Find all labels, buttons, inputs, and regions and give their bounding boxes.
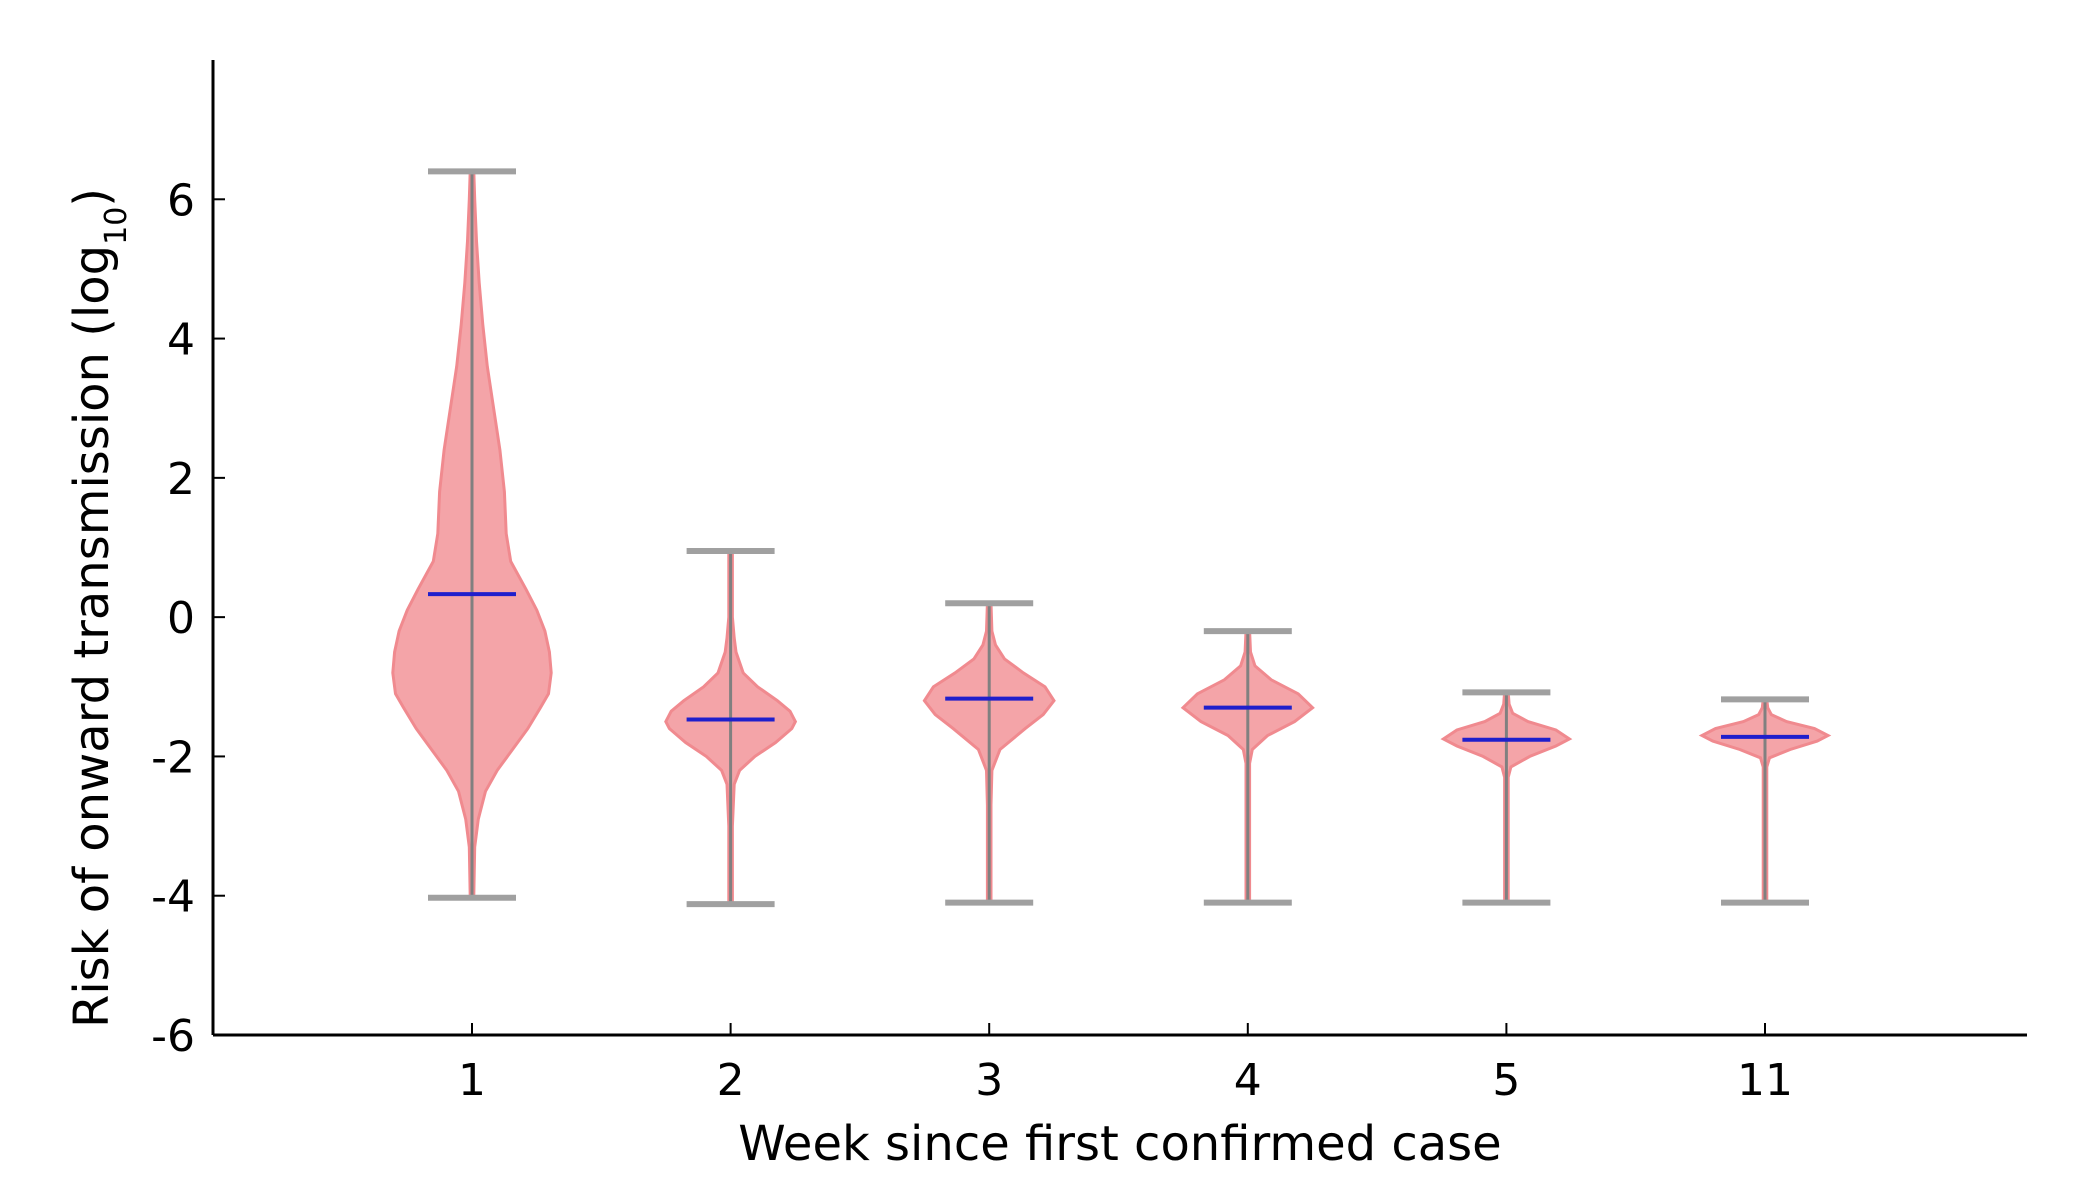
x-tick-label: 11 bbox=[1737, 1055, 1793, 1106]
y-tick-label: -2 bbox=[151, 732, 195, 783]
x-tick-label: 3 bbox=[975, 1055, 1003, 1106]
x-tick-label: 5 bbox=[1492, 1055, 1520, 1106]
violin-week-3 bbox=[922, 600, 1056, 906]
y-axis-title-main: Risk of onward transmission (log bbox=[64, 245, 120, 1028]
y-axis-title: Risk of onward transmission (log10) bbox=[64, 188, 134, 1028]
violin-week-5 bbox=[1440, 689, 1573, 906]
y-tick-label: 2 bbox=[167, 454, 195, 505]
x-tick-label: 2 bbox=[717, 1055, 745, 1106]
x-ticks-group: 1 2 3 4 5 11 bbox=[458, 1023, 1793, 1106]
y-axis-title-close: ) bbox=[64, 188, 120, 207]
violins-group bbox=[391, 168, 1832, 908]
x-tick-label: 1 bbox=[458, 1055, 486, 1106]
x-axis-title: Week since first confirmed case bbox=[738, 1116, 1501, 1172]
y-ticks-group: -6 -4 -2 0 2 4 6 bbox=[151, 175, 225, 1062]
y-axis-title-group: Risk of onward transmission (log10) bbox=[64, 188, 134, 1028]
y-tick-label: 4 bbox=[167, 315, 195, 366]
x-tick-label: 4 bbox=[1234, 1055, 1262, 1106]
y-tick-label: 0 bbox=[167, 593, 195, 644]
violin-week-1 bbox=[391, 168, 553, 901]
violin-week-4 bbox=[1180, 628, 1315, 906]
y-tick-label: -6 bbox=[151, 1011, 195, 1062]
violin-week-2 bbox=[664, 547, 798, 908]
axes-group bbox=[211, 60, 2027, 1037]
y-tick-label: 6 bbox=[167, 175, 195, 226]
violin-week-11 bbox=[1698, 696, 1832, 906]
y-tick-label: -4 bbox=[151, 872, 195, 923]
y-axis-title-subscript: 10 bbox=[99, 207, 134, 245]
